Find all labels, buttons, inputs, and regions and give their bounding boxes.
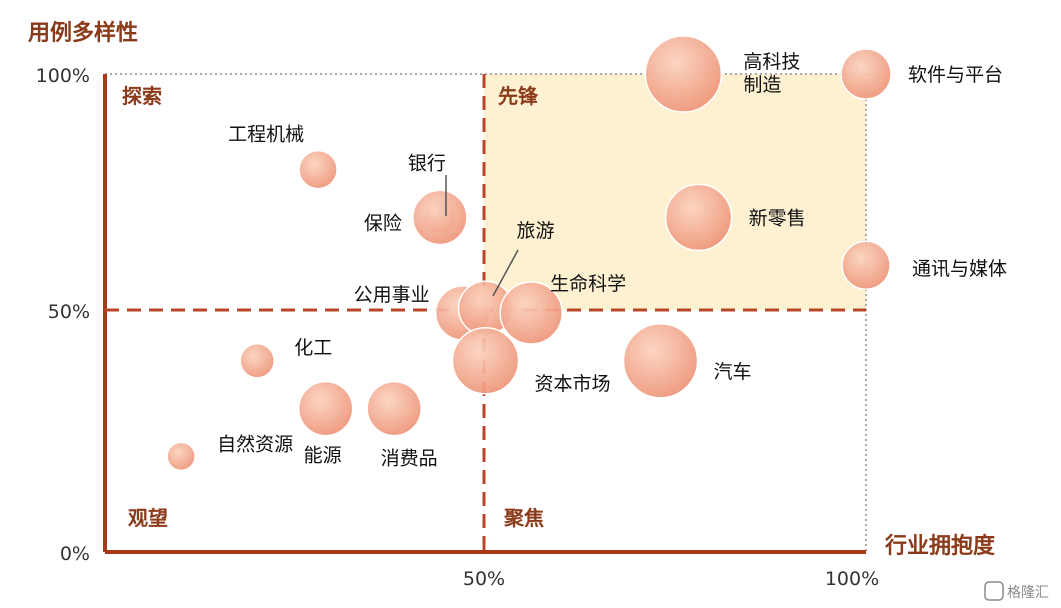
watermark-text: 格隆汇 [1007, 585, 1049, 601]
bubble-label-0: 高科技制造 [743, 51, 800, 96]
bubble-6 [412, 189, 468, 246]
bubble-label-13: 能源 [304, 445, 342, 467]
bubble-13 [297, 380, 354, 437]
quadrant-pioneer-label: 先锋 [498, 84, 539, 108]
pioneer-quadrant-bg [484, 74, 866, 310]
bubble-3 [841, 240, 891, 290]
bubble-10 [451, 327, 520, 395]
bubble-2 [664, 183, 733, 252]
bubble-label-1: 软件与平台 [908, 64, 1003, 86]
bubble-1 [840, 48, 892, 100]
bubble-0 [644, 35, 723, 113]
bubble-label-4: 工程机械 [228, 124, 304, 146]
bubble-label-11: 汽车 [714, 361, 752, 383]
bubble-label-15: 自然资源 [217, 433, 293, 455]
watermark-logo-icon [984, 581, 1004, 601]
bubble-label-5: 银行 [408, 152, 446, 174]
y-tick-label: 0% [60, 543, 90, 565]
x-tick-label: 50% [463, 568, 505, 590]
watermark: 格隆汇 [984, 581, 1049, 601]
bubble-label-9: 生命科学 [550, 273, 626, 295]
bubble-label-2: 新零售 [749, 207, 806, 229]
bubble-label-10: 资本市场 [534, 373, 610, 395]
y-tick-label: 50% [48, 301, 90, 323]
bubble-label-3: 通讯与媒体 [912, 258, 1007, 280]
bubble-9 [499, 281, 563, 345]
bubble-label-7: 公用事业 [354, 284, 430, 306]
bubble-label-14: 消费品 [381, 448, 438, 470]
quadrant-explore-label: 探索 [122, 84, 162, 108]
bubble-14 [366, 380, 422, 437]
bubble-label-8: 旅游 [516, 220, 554, 242]
bubble-label-6: 保险 [364, 212, 402, 234]
bubble-12 [239, 343, 275, 379]
bubble-label-12: 化工 [294, 337, 332, 359]
quadrant-watch-label: 观望 [128, 506, 168, 530]
y-tick-label: 100% [36, 65, 90, 87]
bubbles-layer [166, 35, 892, 472]
y-axis-title: 用例多样性 [28, 20, 138, 46]
x-axis-title: 行业拥抱度 [884, 533, 996, 559]
bubble-4 [298, 149, 338, 190]
bubble-11 [622, 323, 699, 399]
bubble-15 [166, 441, 196, 472]
travel-leader-line [492, 249, 519, 297]
x-tick-label: 100% [825, 568, 879, 590]
quadrant-focus-label: 聚焦 [503, 506, 544, 530]
